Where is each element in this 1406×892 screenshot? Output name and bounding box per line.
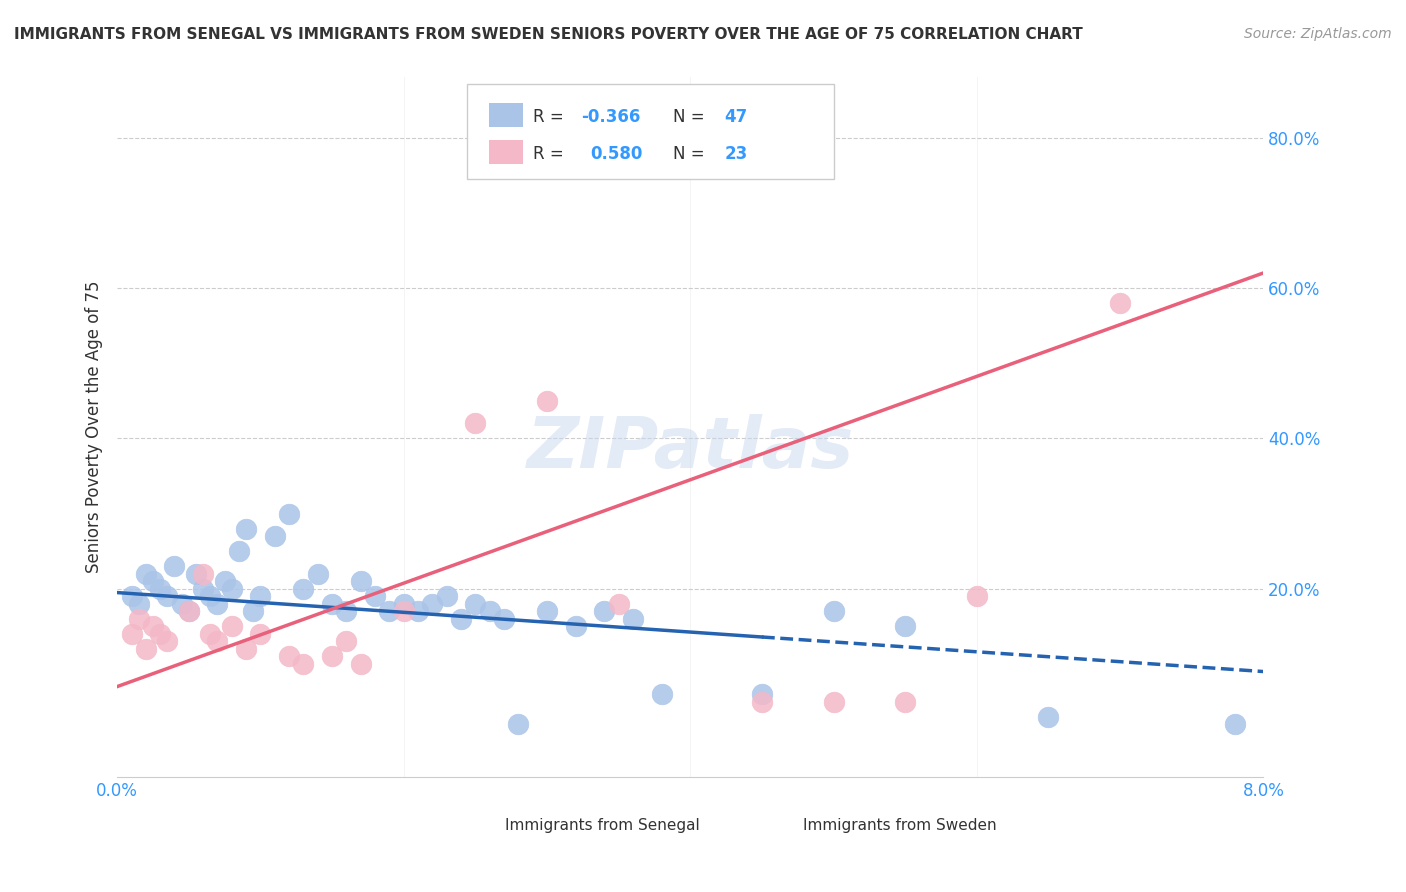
Y-axis label: Seniors Poverty Over the Age of 75: Seniors Poverty Over the Age of 75 xyxy=(86,281,103,574)
Point xyxy=(894,619,917,633)
Point xyxy=(321,649,343,664)
Point xyxy=(249,627,271,641)
Point xyxy=(249,590,271,604)
Point xyxy=(142,619,165,633)
Point xyxy=(221,582,243,596)
Point xyxy=(292,657,315,671)
Point xyxy=(278,507,301,521)
Point xyxy=(392,604,415,618)
Point xyxy=(1038,709,1060,723)
Point xyxy=(335,604,357,618)
Point xyxy=(177,604,200,618)
Point xyxy=(149,582,172,596)
Point xyxy=(621,612,644,626)
Text: N =: N = xyxy=(673,145,710,163)
Point xyxy=(170,597,193,611)
Point xyxy=(156,590,179,604)
Point xyxy=(651,687,673,701)
Point xyxy=(751,687,773,701)
Point xyxy=(593,604,616,618)
Point xyxy=(228,544,250,558)
Text: IMMIGRANTS FROM SENEGAL VS IMMIGRANTS FROM SWEDEN SENIORS POVERTY OVER THE AGE O: IMMIGRANTS FROM SENEGAL VS IMMIGRANTS FR… xyxy=(14,27,1083,42)
Point xyxy=(464,597,486,611)
Point xyxy=(751,695,773,709)
Point xyxy=(607,597,630,611)
Text: 0.580: 0.580 xyxy=(591,145,643,163)
Text: 47: 47 xyxy=(724,108,748,127)
Point xyxy=(221,619,243,633)
Point xyxy=(464,417,486,431)
Point xyxy=(823,695,845,709)
Point xyxy=(163,559,186,574)
Point xyxy=(121,590,143,604)
Text: 23: 23 xyxy=(724,145,748,163)
Point xyxy=(191,566,214,581)
Point xyxy=(235,522,257,536)
Point xyxy=(135,642,157,657)
Point xyxy=(214,574,236,589)
FancyBboxPatch shape xyxy=(488,103,523,127)
FancyBboxPatch shape xyxy=(752,810,793,842)
Point xyxy=(406,604,429,618)
Point xyxy=(156,634,179,648)
Point xyxy=(191,582,214,596)
Text: Source: ZipAtlas.com: Source: ZipAtlas.com xyxy=(1244,27,1392,41)
Point xyxy=(135,566,157,581)
Point xyxy=(894,695,917,709)
Text: Immigrants from Senegal: Immigrants from Senegal xyxy=(505,818,699,833)
FancyBboxPatch shape xyxy=(454,810,495,842)
Point xyxy=(207,634,229,648)
Point xyxy=(235,642,257,657)
Point xyxy=(321,597,343,611)
Point xyxy=(422,597,444,611)
Point xyxy=(508,717,530,731)
Point xyxy=(392,597,415,611)
Point xyxy=(450,612,472,626)
Point xyxy=(142,574,165,589)
Point xyxy=(536,393,558,408)
Text: R =: R = xyxy=(533,108,569,127)
Point xyxy=(1223,717,1246,731)
Point xyxy=(292,582,315,596)
Point xyxy=(149,627,172,641)
Point xyxy=(364,590,387,604)
Point xyxy=(207,597,229,611)
Point xyxy=(307,566,329,581)
Point xyxy=(350,574,373,589)
Point xyxy=(242,604,264,618)
Point xyxy=(478,604,501,618)
Point xyxy=(966,590,988,604)
Point xyxy=(200,627,222,641)
Point xyxy=(177,604,200,618)
Text: R =: R = xyxy=(533,145,569,163)
Point xyxy=(263,529,285,543)
Point xyxy=(128,612,150,626)
Point xyxy=(184,566,207,581)
Text: -0.366: -0.366 xyxy=(581,108,641,127)
Point xyxy=(121,627,143,641)
Point xyxy=(436,590,458,604)
Point xyxy=(536,604,558,618)
Text: ZIPatlas: ZIPatlas xyxy=(527,414,853,483)
Point xyxy=(350,657,373,671)
FancyBboxPatch shape xyxy=(467,85,834,179)
Point xyxy=(128,597,150,611)
Point xyxy=(492,612,515,626)
Point xyxy=(335,634,357,648)
Text: Immigrants from Sweden: Immigrants from Sweden xyxy=(803,818,997,833)
Point xyxy=(278,649,301,664)
Text: N =: N = xyxy=(673,108,710,127)
Point xyxy=(564,619,586,633)
Point xyxy=(1109,296,1132,310)
Point xyxy=(200,590,222,604)
Point xyxy=(823,604,845,618)
Point xyxy=(378,604,401,618)
FancyBboxPatch shape xyxy=(488,140,523,164)
